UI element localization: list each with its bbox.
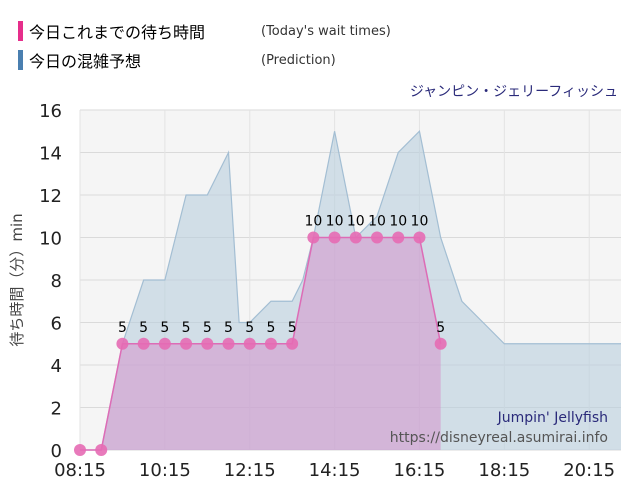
x-tick-label: 10:15 (139, 460, 191, 481)
data-label: 5 (182, 320, 191, 336)
legend-item-actual: 今日これまでの待ち時間 (Today's wait times) (18, 20, 391, 42)
y-tick-label: 8 (51, 271, 62, 292)
data-label: 5 (224, 320, 233, 336)
data-point (349, 231, 362, 244)
data-label: 5 (436, 320, 445, 336)
x-tick-label: 08:15 (54, 460, 106, 481)
legend-label-prediction: 今日の混雑予想 (29, 52, 142, 71)
data-label: 5 (245, 320, 254, 336)
data-label: 5 (139, 320, 148, 336)
x-tick-label: 16:15 (394, 460, 446, 481)
data-point (413, 231, 426, 244)
data-point (222, 337, 235, 350)
watermark-attraction: Jumpin' Jellyfish (497, 410, 608, 426)
legend-english-prediction: (Prediction) (261, 52, 336, 68)
legend-english-actual: (Today's wait times) (261, 23, 391, 39)
data-label: 5 (288, 320, 297, 336)
y-tick-label: 6 (51, 314, 62, 335)
y-tick-label: 4 (51, 356, 62, 377)
legend-swatch-actual (18, 21, 23, 41)
y-tick-label: 14 (39, 144, 62, 165)
data-point (158, 337, 171, 350)
data-label: 10 (304, 214, 322, 230)
data-point (286, 337, 299, 350)
x-tick-label: 14:15 (309, 460, 361, 481)
y-tick-label: 0 (51, 441, 62, 462)
data-point (307, 231, 320, 244)
data-label: 5 (203, 320, 212, 336)
data-point (116, 337, 129, 350)
data-point (328, 231, 341, 244)
y-tick-label: 12 (39, 186, 62, 207)
data-label: 10 (368, 214, 386, 230)
x-tick-label: 18:15 (478, 460, 530, 481)
legend-label-actual: 今日これまでの待ち時間 (29, 23, 206, 42)
data-label: 10 (389, 214, 407, 230)
data-point (137, 337, 150, 350)
data-label: 5 (118, 320, 127, 336)
data-point (434, 337, 447, 350)
watermark-url: https://disneyreal.asumirai.info (390, 430, 608, 446)
data-point (74, 444, 86, 456)
data-point (264, 337, 277, 350)
y-tick-label: 10 (39, 229, 62, 250)
data-point (95, 444, 108, 456)
data-point (243, 337, 256, 350)
legend-swatch-prediction (18, 50, 23, 70)
x-tick-label: 12:15 (224, 460, 276, 481)
data-point (201, 337, 214, 350)
data-label: 10 (326, 214, 344, 230)
y-axis-label: 待ち時間（分）min (8, 213, 26, 346)
data-label: 10 (411, 214, 429, 230)
prediction-line (80, 130, 621, 451)
data-point (180, 337, 193, 350)
data-label: 5 (160, 320, 169, 336)
data-point (392, 231, 405, 244)
chart-title: ジャンピン・ジェリーフィッシュ (410, 84, 618, 100)
y-tick-label: 16 (39, 101, 62, 122)
data-label: 10 (347, 214, 365, 230)
legend-item-prediction: 今日の混雑予想 (Prediction) (18, 49, 336, 71)
y-tick-label: 2 (51, 399, 62, 420)
data-point (371, 231, 384, 244)
data-label: 5 (266, 320, 275, 336)
x-tick-label: 20:15 (563, 460, 615, 481)
